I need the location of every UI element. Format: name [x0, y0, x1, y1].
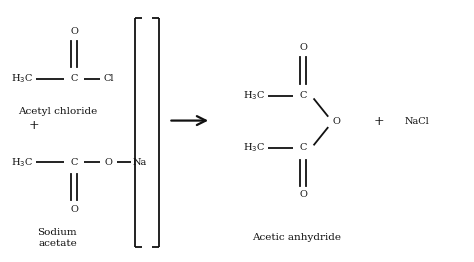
Text: Acetyl chloride: Acetyl chloride [18, 107, 97, 116]
Text: Acetic anhydride: Acetic anhydride [252, 233, 341, 242]
Text: Cl: Cl [103, 74, 114, 83]
Text: C: C [300, 91, 307, 100]
Text: C: C [70, 158, 78, 167]
Text: H$_3$C: H$_3$C [11, 73, 33, 85]
Text: C: C [300, 143, 307, 152]
Text: Sodium
acetate: Sodium acetate [37, 228, 77, 248]
Text: NaCl: NaCl [404, 117, 429, 126]
Text: O: O [104, 158, 112, 167]
Text: O: O [299, 190, 307, 199]
Text: H$_3$C: H$_3$C [243, 89, 264, 102]
Text: O: O [70, 205, 78, 214]
Text: H$_3$C: H$_3$C [11, 156, 33, 169]
Text: Na: Na [133, 158, 147, 167]
Text: C: C [70, 74, 78, 83]
Text: H$_3$C: H$_3$C [243, 141, 264, 154]
Text: +: + [374, 115, 384, 128]
Text: O: O [332, 117, 340, 126]
Text: O: O [299, 43, 307, 52]
Text: O: O [70, 28, 78, 36]
Text: +: + [28, 119, 39, 132]
